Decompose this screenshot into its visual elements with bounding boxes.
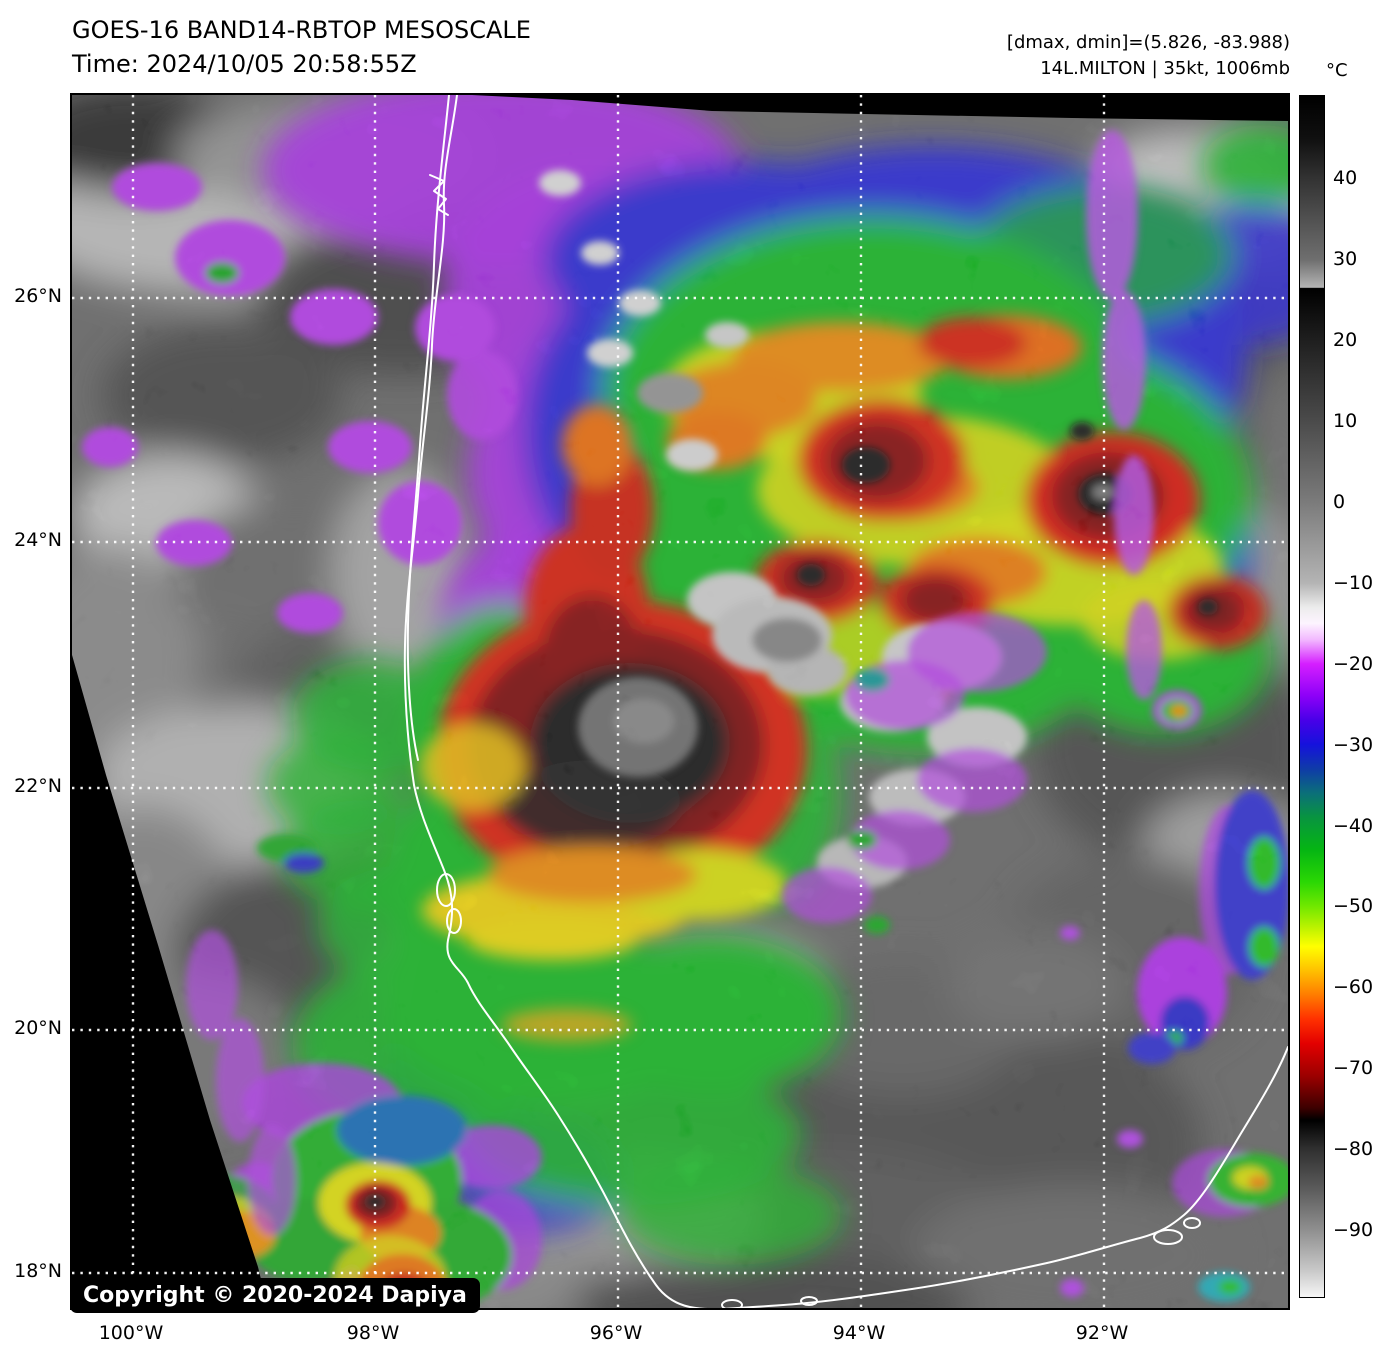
satellite-map <box>70 93 1290 1310</box>
colorbar-tick-label: 20 <box>1333 329 1358 352</box>
colorbar-tick-label: −70 <box>1333 1057 1374 1080</box>
colorbar-tick-label: −10 <box>1333 571 1374 594</box>
colorbar-tick-label: 10 <box>1333 410 1358 433</box>
colorbar-tick-label: −20 <box>1333 652 1374 675</box>
longitude-tick-label: 94°W <box>832 1322 886 1344</box>
header-meta: [dmax, dmin]=(5.826, -83.988) 14L.MILTON… <box>1007 30 1290 82</box>
colorbar-tick-label: −30 <box>1333 733 1374 756</box>
dmax-dmin-readout: [dmax, dmin]=(5.826, -83.988) <box>1006 32 1290 53</box>
colorbar-tick-label: −80 <box>1333 1138 1374 1161</box>
page-title: GOES-16 BAND14-RBTOP MESOSCALE <box>72 16 531 44</box>
latitude-tick-label: 20°N <box>14 1017 62 1039</box>
copyright-badge: Copyright © 2020-2024 Dapiya <box>70 1278 480 1313</box>
colorbar-tick-label: −50 <box>1333 895 1374 918</box>
colorbar-tick-label: 0 <box>1333 490 1346 513</box>
colorbar-unit-label: °C <box>1326 60 1348 81</box>
longitude-tick-label: 100°W <box>98 1322 164 1344</box>
gridlines <box>72 95 1288 1308</box>
cloud-texture-dark <box>72 95 1288 1308</box>
longitude-tick-label: 96°W <box>589 1322 643 1344</box>
no-data-region <box>72 95 1288 1308</box>
storm-info: 14L.MILTON | 35kt, 1006mb <box>1040 58 1290 79</box>
colorbar-tick-label: 30 <box>1333 248 1358 271</box>
satellite-image <box>72 95 1288 1308</box>
latitude-tick-label: 26°N <box>14 285 62 307</box>
colorbar-tick-label: 40 <box>1333 167 1358 190</box>
latitude-tick-label: 18°N <box>14 1260 62 1282</box>
longitude-tick-label: 92°W <box>1075 1322 1129 1344</box>
longitude-tick-label: 98°W <box>346 1322 400 1344</box>
colorbar-tick-label: −90 <box>1333 1219 1374 1242</box>
latitude-tick-label: 22°N <box>14 775 62 797</box>
coastline-path <box>403 95 1288 1308</box>
colorbar-tick-label: −60 <box>1333 976 1374 999</box>
timestamp: Time: 2024/10/05 20:58:55Z <box>72 50 417 78</box>
colorbar <box>1299 95 1325 1298</box>
latitude-tick-label: 24°N <box>14 529 62 551</box>
colorbar-tick-label: −40 <box>1333 814 1374 837</box>
